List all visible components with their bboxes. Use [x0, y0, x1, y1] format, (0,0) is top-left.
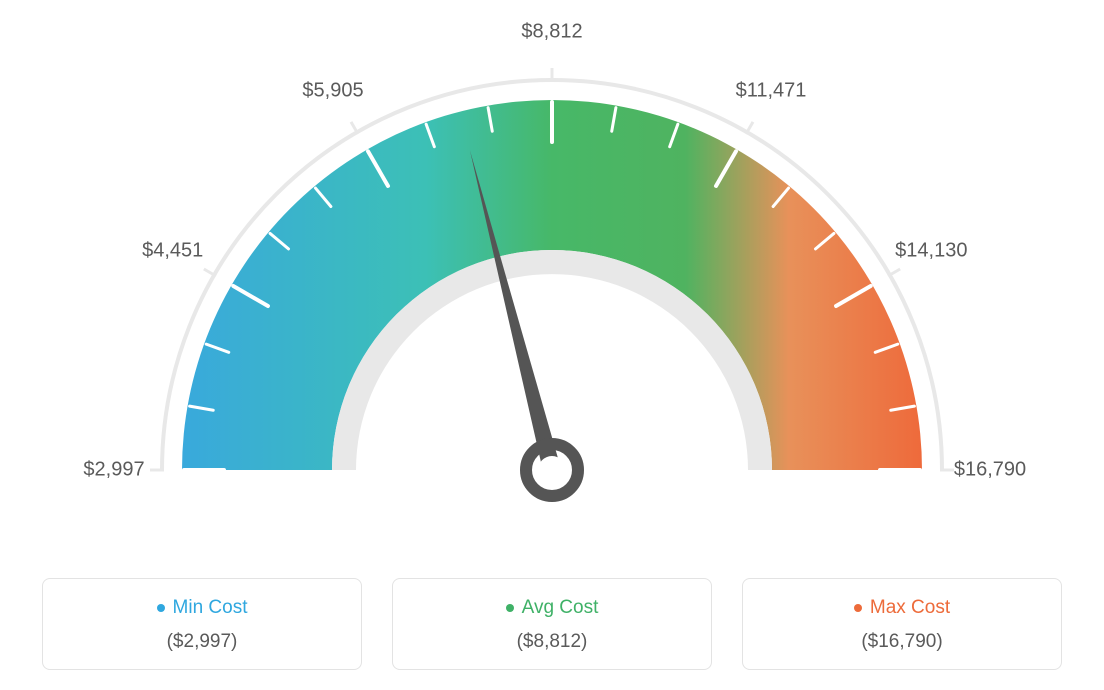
legend-value-min: ($2,997): [53, 631, 351, 653]
gauge-tick-label: $5,905: [302, 79, 363, 102]
legend-card-max: Max Cost ($16,790): [742, 578, 1062, 670]
legend-dot-min: [157, 604, 165, 612]
gauge-tick-label: $2,997: [83, 459, 144, 482]
legend-dot-max: [854, 604, 862, 612]
legend-label-avg: Avg Cost: [522, 597, 599, 619]
legend-row: Min Cost ($2,997) Avg Cost ($8,812) Max …: [0, 578, 1104, 670]
legend-label-max: Max Cost: [870, 597, 950, 619]
gauge-tick-label: $11,471: [736, 79, 807, 102]
legend-label-min: Min Cost: [173, 597, 248, 619]
gauge-svg: [0, 0, 1104, 540]
legend-card-min: Min Cost ($2,997): [42, 578, 362, 670]
gauge-tick-label: $16,790: [954, 459, 1026, 482]
legend-dot-avg: [506, 604, 514, 612]
chart-container: $2,997 $4,451 $5,905 $8,812 $11,471 $14,130 $1…: [0, 0, 1104, 690]
gauge-tick-label: $4,451: [142, 240, 203, 263]
gauge-tick-label: $14,130: [895, 240, 967, 263]
gauge-tick-label: $8,812: [521, 21, 582, 44]
legend-title-avg: Avg Cost: [403, 597, 701, 619]
legend-value-avg: ($8,812): [403, 631, 701, 653]
legend-title-min: Min Cost: [53, 597, 351, 619]
legend-value-max: ($16,790): [753, 631, 1051, 653]
legend-title-max: Max Cost: [753, 597, 1051, 619]
legend-card-avg: Avg Cost ($8,812): [392, 578, 712, 670]
gauge-area: $2,997 $4,451 $5,905 $8,812 $11,471 $14,130 $1…: [0, 0, 1104, 540]
